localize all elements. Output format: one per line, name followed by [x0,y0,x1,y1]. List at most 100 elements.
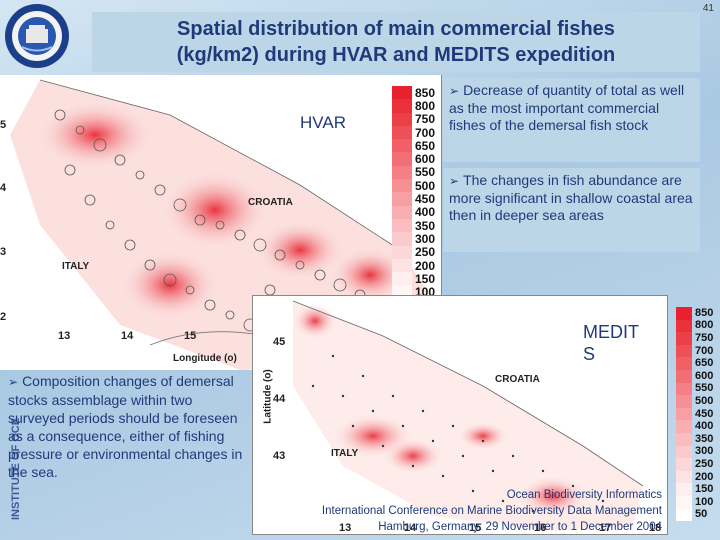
colorbar-swatch [676,382,692,396]
place-label-italy-medits: ITALY [331,448,359,459]
colorbar-row: 800 [676,319,720,333]
medits-label-line-1: MEDIT [583,322,639,342]
y-tick-3: 3 [0,246,7,258]
colorbar-swatch [392,152,412,166]
lon-tick-18: 18 [649,522,662,534]
colorbar-value: 200 [415,258,436,273]
institute-logo [2,2,72,70]
colorbar-swatch [676,458,692,471]
x-axis-label: Longitude (o) [173,353,237,364]
colorbar-swatch [676,319,692,333]
colorbar-swatch [676,420,692,433]
lon-tick-14: 14 [404,522,417,534]
arrow-bullet-icon: ➢ [449,84,460,98]
medits-map: 45 44 43 Latitude (o) 13 14 15 16 17 18 … [252,295,668,535]
colorbar-swatch [676,495,692,509]
colorbar-bottom: 850 800 750 700 650 600 550 500 450 400 … [676,307,720,522]
colorbar-value: 100 [695,495,714,508]
colorbar-value: 50 [695,508,708,521]
colorbar-value: 750 [695,331,714,344]
colorbar-row: 850 [676,307,720,320]
lon-tick-15: 15 [469,522,482,534]
colorbar-swatch [392,165,412,180]
lat-axis-label: Latitude (o) [262,369,274,424]
x-tick-13: 13 [58,330,71,342]
colorbar-row: 350 [392,218,452,233]
colorbar-swatch [676,432,692,446]
colorbar-row: 850 [392,86,452,100]
colorbar-row: 550 [392,165,452,180]
medits-label: MEDIT S [583,322,639,365]
colorbar-row: 750 [392,112,452,126]
colorbar-value: 400 [415,205,436,220]
colorbar-swatch [392,139,412,153]
colorbar-value: 500 [415,178,436,193]
colorbar-row: 600 [676,369,720,383]
colorbar-value: 450 [695,407,714,420]
colorbar-value: 350 [415,218,436,233]
title-line-2: (kg/km2) during HVAR and MEDITS expediti… [176,44,616,66]
colorbar-value: 350 [695,432,714,445]
lat-tick-44: 44 [273,393,286,405]
colorbar-row: 150 [392,272,452,286]
colorbar-value: 500 [695,394,714,407]
conference-footer: Ocean Biodiversity Informatics Internati… [262,488,662,536]
colorbar-value: 400 [695,420,714,433]
colorbar-row: 650 [392,138,452,153]
colorbar-row: 250 [392,245,452,259]
colorbar-row: 650 [676,357,720,370]
bullet-changes: ➢ The changes in fish abundance are more … [443,168,700,252]
colorbar-swatch [392,192,412,206]
colorbar-value: 700 [415,125,436,140]
colorbar-value: 600 [415,152,436,167]
place-label-italy: ITALY [62,261,90,272]
colorbar-swatch [676,483,692,496]
lat-tick-45: 45 [273,336,286,348]
bullet-composition-label: Composition changes of demersal stocks a… [8,373,243,481]
colorbar-row: 250 [676,458,720,471]
colorbar-value: 800 [415,98,436,113]
bullet-decrease-label: Decrease of quantity of total as well as… [449,82,685,133]
bullet-changes-text: ➢ The changes in fish abundance are more … [449,172,694,225]
colorbar-value: 550 [415,165,436,180]
colorbar-swatch [392,112,412,126]
colorbar-swatch [392,218,412,233]
colorbar-value: 450 [415,192,436,207]
colorbar-swatch [392,179,412,193]
medits-heatmap-graphic [292,296,667,531]
colorbar-swatch [676,395,692,408]
colorbar-swatch [676,332,692,345]
lon-tick-16: 16 [534,522,547,534]
colorbar-swatch [676,508,692,522]
colorbar-value: 700 [695,344,714,357]
colorbar-row: 200 [392,258,452,273]
colorbar-swatch [392,245,412,259]
colorbar-swatch [676,344,692,358]
colorbar-row: 300 [676,445,720,459]
slide-title: Spatial distribution of main commercial … [177,16,616,68]
y-tick-4: 4 [0,182,7,194]
colorbar-row: 500 [676,395,720,408]
colorbar-swatch [676,470,692,484]
bullet-composition: ➢ Composition changes of demersal stocks … [0,372,250,482]
arrow-bullet-icon: ➢ [8,375,19,389]
colorbar-value: 850 [695,306,714,319]
lon-tick-13: 13 [339,522,352,534]
colorbar-value: 650 [415,138,436,153]
bullet-decrease: ➢ Decrease of quantity of total as well a… [443,78,700,162]
colorbar-swatch [392,258,412,273]
colorbar-value: 250 [695,457,714,470]
conference-line-3: Hamburg, Germany: 29 November to 1 Decem… [378,520,662,533]
arrow-bullet-icon: ➢ [449,174,460,188]
colorbar-swatch [676,357,692,370]
colorbar-value: 300 [415,231,436,246]
colorbar-row: 700 [676,344,720,358]
colorbar-row: 550 [676,382,720,396]
colorbar-row: 500 [392,178,452,193]
y-tick-5: 5 [0,119,7,131]
colorbar-row: 400 [392,205,452,220]
conference-line-2: International Conference on Marine Biodi… [321,504,662,517]
colorbar-row: 450 [676,407,720,421]
colorbar-swatch [392,272,412,286]
colorbar-value: 800 [695,319,714,332]
